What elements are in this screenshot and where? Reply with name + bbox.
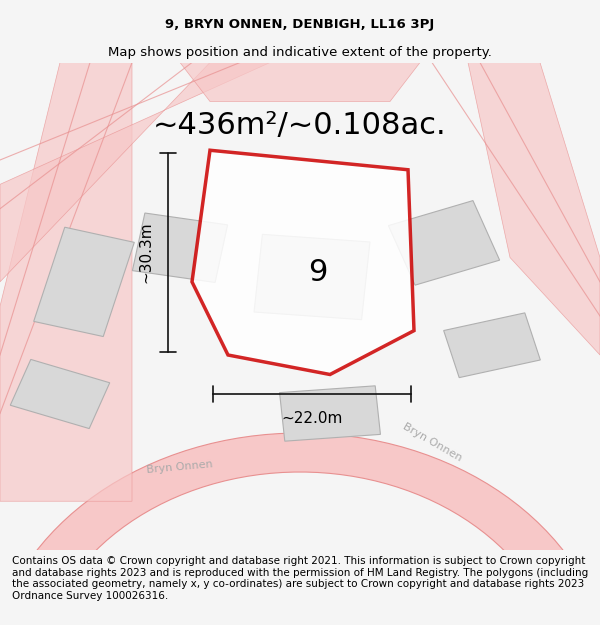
Polygon shape xyxy=(443,313,541,378)
Polygon shape xyxy=(192,150,414,374)
Text: ~436m²/~0.108ac.: ~436m²/~0.108ac. xyxy=(153,111,447,140)
Polygon shape xyxy=(180,62,420,101)
Polygon shape xyxy=(0,62,132,501)
Polygon shape xyxy=(468,62,600,355)
Polygon shape xyxy=(0,433,600,625)
Text: Contains OS data © Crown copyright and database right 2021. This information is : Contains OS data © Crown copyright and d… xyxy=(12,556,588,601)
Text: ~22.0m: ~22.0m xyxy=(281,411,343,426)
Polygon shape xyxy=(0,62,270,282)
Polygon shape xyxy=(280,386,380,441)
Text: Bryn Onnen: Bryn Onnen xyxy=(401,422,463,464)
Polygon shape xyxy=(133,213,227,282)
Text: Map shows position and indicative extent of the property.: Map shows position and indicative extent… xyxy=(108,46,492,59)
Polygon shape xyxy=(254,234,370,319)
Text: Bryn Onnen: Bryn Onnen xyxy=(146,459,214,475)
Text: 9: 9 xyxy=(308,258,328,287)
Polygon shape xyxy=(10,359,110,429)
Polygon shape xyxy=(34,228,134,336)
Polygon shape xyxy=(388,201,500,285)
Text: ~30.3m: ~30.3m xyxy=(138,222,153,284)
Text: 9, BRYN ONNEN, DENBIGH, LL16 3PJ: 9, BRYN ONNEN, DENBIGH, LL16 3PJ xyxy=(166,18,434,31)
